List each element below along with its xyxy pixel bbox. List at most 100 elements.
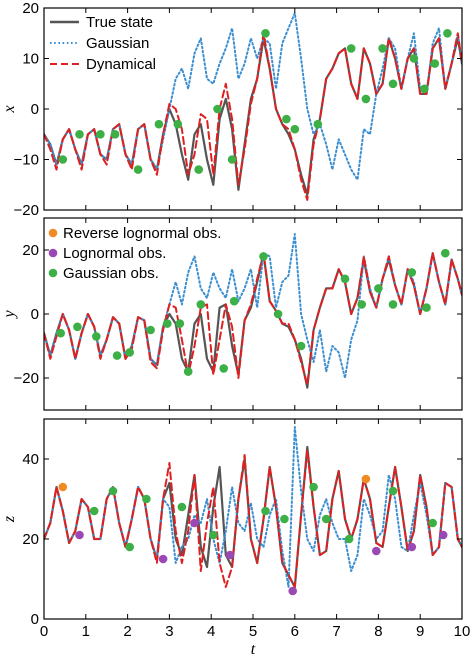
gaussian-obs-point [112, 351, 122, 360]
gaussian-obs-point [420, 84, 429, 94]
gaussian-obs-point [407, 268, 417, 277]
x-axis-label: t [251, 641, 256, 658]
x-tick-label: 7 [332, 623, 340, 640]
gaussian-obs-point [125, 348, 134, 357]
y-axis-label: y [1, 310, 18, 320]
y-axis-label: x [1, 105, 18, 113]
reverse-lognormal-obs-point [58, 482, 68, 492]
gaussian-obs-point [443, 29, 452, 38]
gaussian-obs-point [209, 530, 218, 540]
legend-marker [48, 248, 58, 258]
gaussian-obs-point [58, 155, 68, 164]
gaussian-obs-point [219, 364, 228, 373]
axes-frame-z [43, 418, 463, 620]
y-tick-label: −10 [14, 152, 39, 169]
plot-area-x [44, 12, 462, 201]
series-dynamical-line [44, 450, 462, 588]
lognormal-obs-point [158, 554, 168, 564]
y-tick-label: 0 [31, 306, 39, 323]
legend-marker [48, 268, 58, 278]
y-tick-label: 20 [22, 0, 39, 17]
lognormal-obs-point [190, 518, 199, 528]
gaussian-obs-point [321, 514, 331, 524]
gaussian-obs-point [374, 284, 383, 293]
y-tick-label: 10 [22, 51, 39, 68]
gaussian-obs-point [309, 482, 318, 492]
gaussian-obs-point [280, 514, 289, 524]
gaussian-obs-point [261, 506, 270, 516]
gaussian-obs-point [125, 542, 134, 552]
gaussian-obs-point [96, 130, 105, 139]
gaussian-obs-point [227, 155, 237, 164]
gaussian-obs-point [173, 119, 183, 129]
lognormal-obs-point [225, 550, 235, 560]
y-tick-label: −20 [14, 202, 39, 219]
gaussian-obs-point [361, 94, 371, 104]
plot-area-z [44, 426, 462, 596]
lognormal-obs-point [438, 530, 448, 540]
gaussian-obs-point [75, 130, 84, 139]
gaussian-obs-point [282, 114, 291, 124]
x-tick-label: 4 [207, 623, 215, 640]
legend-label: Gaussian obs. [63, 265, 159, 282]
y-axis-label: z [1, 515, 18, 523]
x-tick-label: 9 [416, 623, 424, 640]
legend-lines: True state Gaussian Dynamical [50, 14, 156, 73]
legend-label: Reverse lognormal obs. [63, 225, 221, 242]
y-tick-label: 40 [22, 451, 39, 468]
x-tick-label: 2 [123, 623, 131, 640]
gaussian-obs-point [196, 300, 206, 309]
lognormal-obs-point [407, 542, 417, 552]
legend-label: Dynamical [86, 56, 156, 73]
gaussian-obs-point [110, 130, 120, 139]
gaussian-obs-point [273, 309, 283, 319]
y-tick-label: −20 [14, 370, 39, 387]
gaussian-obs-point [388, 79, 398, 89]
gaussian-obs-point [183, 367, 193, 376]
gaussian-obs-point [409, 54, 419, 63]
gaussian-obs-point [194, 165, 203, 174]
y-tick-label: 20 [22, 531, 39, 548]
lognormal-obs-point [288, 586, 298, 596]
legend-marker [48, 228, 58, 238]
gaussian-obs-point [428, 518, 438, 528]
gaussian-obs-point [388, 300, 398, 309]
gaussian-obs-point [73, 322, 82, 332]
x-tick-label: 5 [249, 623, 257, 640]
y-tick-label: 0 [31, 101, 39, 118]
panel-x: −20 −10 0 10 20 x [1, 0, 463, 219]
gaussian-obs-point [175, 319, 185, 328]
gaussian-obs-point [422, 303, 431, 312]
series-gaussian-line [44, 426, 462, 588]
series-dynamical-line [44, 252, 462, 386]
reverse-lognormal-obs-point [361, 474, 371, 484]
legend-label: Lognormal obs. [63, 245, 166, 262]
x-tick-label: 3 [165, 623, 173, 640]
legend-label: Gaussian [86, 35, 149, 52]
gaussian-obs-point [213, 104, 222, 114]
x-tick-label: 6 [291, 623, 299, 640]
gaussian-obs-point [313, 119, 323, 129]
gaussian-obs-point [378, 44, 387, 53]
x-tick-label: 8 [374, 623, 382, 640]
gaussian-obs-point [229, 296, 239, 306]
gaussian-obs-point [133, 165, 143, 174]
gaussian-obs-point [346, 44, 356, 53]
gaussian-obs-point [163, 319, 172, 328]
gaussian-obs-point [430, 59, 440, 68]
x-tick-label: 1 [82, 623, 90, 640]
plot-area-y [44, 233, 462, 389]
gaussian-obs-point [146, 325, 155, 335]
series-dynamical-line [44, 32, 462, 201]
x-tick-label: 10 [454, 623, 471, 640]
legend-label: True state [86, 14, 153, 31]
panel-z: 0 1 2 3 4 5 6 7 8 9 10 0 20 40 z t [1, 418, 471, 658]
gaussian-obs-point [177, 502, 187, 512]
gaussian-obs-point [441, 248, 450, 258]
x-tick-label: 0 [40, 623, 48, 640]
gaussian-obs-point [259, 252, 268, 261]
gaussian-obs-point [388, 486, 398, 496]
gaussian-obs-point [92, 332, 101, 341]
gaussian-obs-point [290, 124, 300, 134]
